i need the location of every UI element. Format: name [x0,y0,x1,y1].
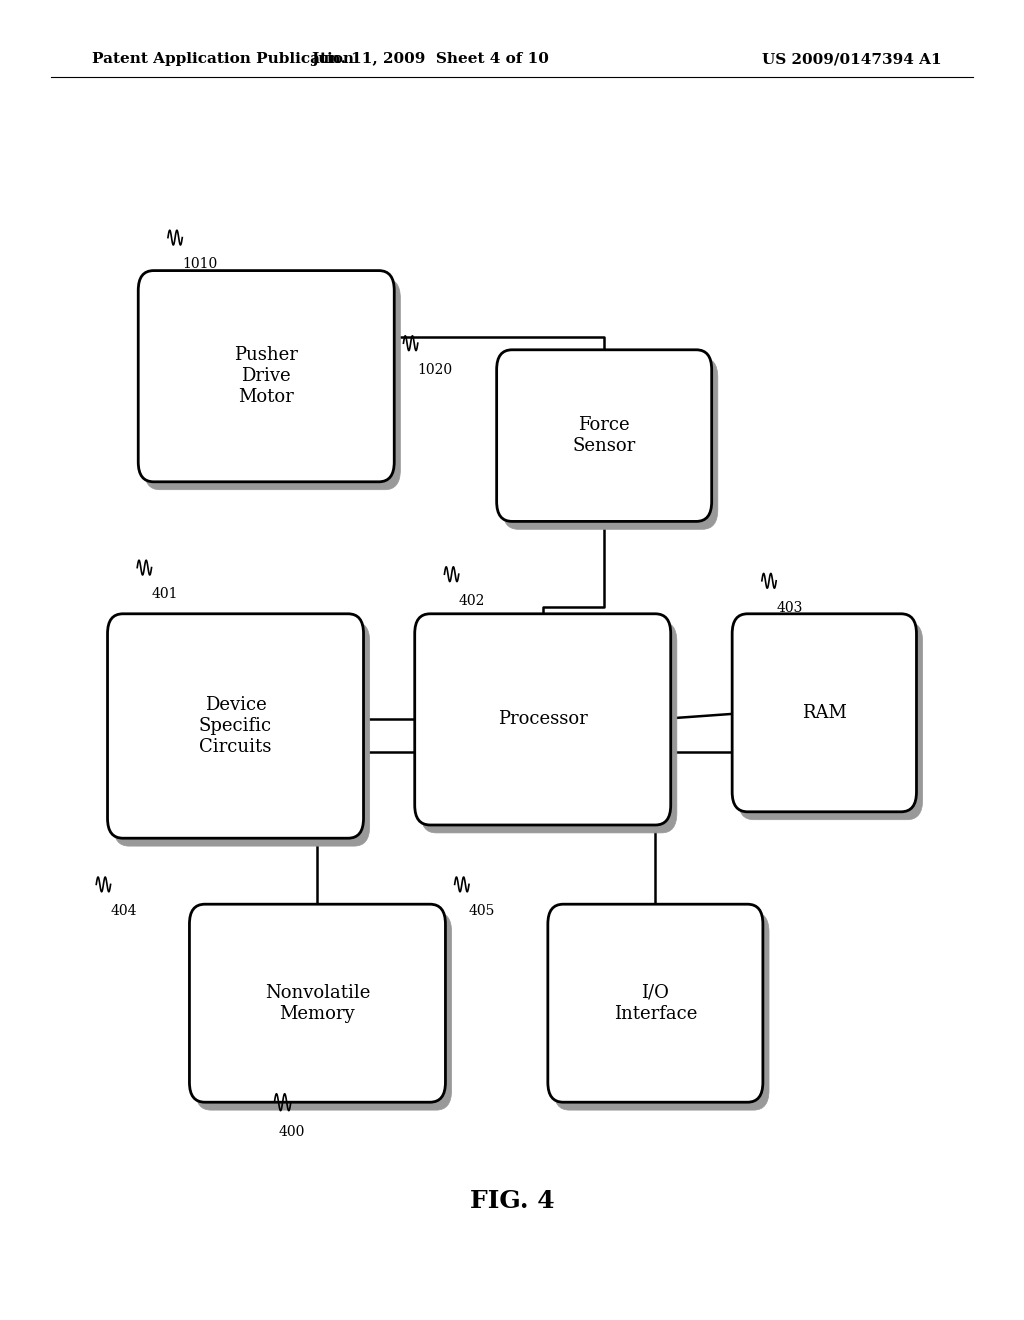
Text: US 2009/0147394 A1: US 2009/0147394 A1 [763,53,942,66]
Text: Device
Specific
Circuits: Device Specific Circuits [199,696,272,756]
Text: Pusher
Drive
Motor: Pusher Drive Motor [234,346,298,407]
Text: Processor: Processor [498,710,588,729]
Text: 1010: 1010 [182,257,217,272]
FancyBboxPatch shape [108,614,364,838]
FancyBboxPatch shape [497,350,712,521]
Text: Patent Application Publication: Patent Application Publication [92,53,354,66]
FancyBboxPatch shape [732,614,916,812]
FancyBboxPatch shape [189,904,445,1102]
Text: 405: 405 [469,904,496,919]
Text: Force
Sensor: Force Sensor [572,416,636,455]
Text: FIG. 4: FIG. 4 [470,1189,554,1213]
FancyBboxPatch shape [421,622,677,833]
Text: 403: 403 [776,601,803,615]
Text: 404: 404 [111,904,137,919]
Text: 402: 402 [459,594,485,609]
Text: 400: 400 [279,1125,305,1139]
FancyBboxPatch shape [138,271,394,482]
FancyBboxPatch shape [548,904,763,1102]
Text: Jun. 11, 2009  Sheet 4 of 10: Jun. 11, 2009 Sheet 4 of 10 [311,53,549,66]
Text: I/O
Interface: I/O Interface [613,983,697,1023]
FancyBboxPatch shape [144,279,400,490]
FancyBboxPatch shape [503,358,718,529]
FancyBboxPatch shape [196,912,452,1110]
Text: Nonvolatile
Memory: Nonvolatile Memory [265,983,370,1023]
Text: RAM: RAM [802,704,847,722]
FancyBboxPatch shape [554,912,769,1110]
FancyBboxPatch shape [738,622,923,820]
FancyBboxPatch shape [415,614,671,825]
Text: 401: 401 [152,587,178,602]
Text: 1020: 1020 [418,363,453,378]
FancyBboxPatch shape [114,622,370,846]
